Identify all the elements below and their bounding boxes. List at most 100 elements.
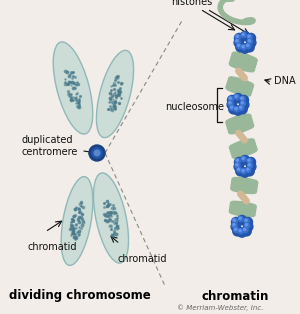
Circle shape bbox=[247, 162, 256, 171]
Circle shape bbox=[241, 156, 246, 162]
Circle shape bbox=[227, 100, 236, 109]
Circle shape bbox=[242, 226, 251, 236]
Text: DNA: DNA bbox=[274, 76, 296, 86]
Text: chromatid: chromatid bbox=[28, 242, 77, 252]
Circle shape bbox=[242, 46, 244, 48]
Circle shape bbox=[248, 164, 250, 166]
Circle shape bbox=[235, 39, 240, 44]
Circle shape bbox=[241, 102, 244, 104]
Circle shape bbox=[231, 222, 240, 231]
Circle shape bbox=[237, 168, 240, 171]
Circle shape bbox=[245, 42, 254, 52]
Circle shape bbox=[233, 106, 243, 115]
Circle shape bbox=[233, 94, 243, 103]
Circle shape bbox=[245, 166, 254, 176]
Circle shape bbox=[236, 159, 239, 161]
Circle shape bbox=[241, 101, 246, 106]
Circle shape bbox=[236, 42, 245, 52]
Circle shape bbox=[239, 106, 244, 111]
Circle shape bbox=[239, 106, 242, 109]
Text: histones: histones bbox=[171, 0, 213, 7]
Circle shape bbox=[234, 227, 239, 233]
Circle shape bbox=[234, 38, 243, 47]
Text: duplicated
centromere: duplicated centromere bbox=[22, 135, 93, 157]
Circle shape bbox=[227, 95, 237, 105]
Circle shape bbox=[234, 95, 239, 100]
Circle shape bbox=[246, 43, 251, 49]
Circle shape bbox=[243, 227, 248, 233]
Circle shape bbox=[234, 107, 239, 112]
Circle shape bbox=[245, 219, 247, 221]
Text: chromatid: chromatid bbox=[118, 254, 167, 264]
Circle shape bbox=[240, 100, 249, 109]
Circle shape bbox=[234, 228, 237, 230]
Circle shape bbox=[230, 106, 235, 111]
Circle shape bbox=[248, 163, 253, 168]
Circle shape bbox=[228, 96, 234, 101]
Circle shape bbox=[237, 228, 247, 237]
Circle shape bbox=[240, 44, 250, 53]
Circle shape bbox=[240, 96, 245, 101]
Circle shape bbox=[246, 157, 256, 167]
Circle shape bbox=[241, 97, 243, 100]
Circle shape bbox=[233, 219, 236, 221]
Circle shape bbox=[236, 35, 239, 37]
Circle shape bbox=[243, 217, 253, 227]
Circle shape bbox=[94, 150, 100, 156]
Circle shape bbox=[240, 168, 250, 177]
Text: chromatin: chromatin bbox=[201, 290, 269, 302]
Circle shape bbox=[236, 166, 245, 176]
Circle shape bbox=[245, 224, 248, 226]
Circle shape bbox=[228, 101, 233, 106]
Circle shape bbox=[232, 223, 237, 228]
Circle shape bbox=[233, 224, 235, 226]
Circle shape bbox=[241, 32, 246, 38]
Circle shape bbox=[244, 223, 250, 228]
Circle shape bbox=[242, 157, 244, 160]
Circle shape bbox=[248, 159, 250, 161]
Circle shape bbox=[248, 39, 253, 44]
Circle shape bbox=[229, 102, 231, 104]
Text: © Merriam-Webster, Inc.: © Merriam-Webster, Inc. bbox=[177, 305, 263, 311]
Circle shape bbox=[244, 218, 249, 224]
Circle shape bbox=[241, 169, 246, 174]
Circle shape bbox=[246, 33, 256, 43]
Circle shape bbox=[232, 218, 238, 224]
Circle shape bbox=[236, 34, 241, 40]
Circle shape bbox=[230, 106, 233, 109]
Circle shape bbox=[237, 44, 240, 46]
Circle shape bbox=[242, 33, 244, 35]
Ellipse shape bbox=[61, 176, 93, 265]
Circle shape bbox=[236, 40, 238, 42]
Circle shape bbox=[247, 38, 256, 47]
Circle shape bbox=[234, 162, 243, 171]
Circle shape bbox=[236, 164, 238, 166]
Text: dividing chromosome: dividing chromosome bbox=[9, 290, 151, 302]
Circle shape bbox=[239, 217, 241, 219]
Circle shape bbox=[238, 105, 247, 114]
Circle shape bbox=[237, 215, 247, 225]
Circle shape bbox=[239, 95, 248, 105]
Ellipse shape bbox=[96, 50, 134, 138]
Circle shape bbox=[240, 155, 250, 165]
Ellipse shape bbox=[53, 42, 93, 134]
Circle shape bbox=[238, 229, 243, 234]
Circle shape bbox=[92, 148, 102, 158]
Circle shape bbox=[244, 222, 253, 231]
Circle shape bbox=[237, 167, 242, 173]
Circle shape bbox=[238, 216, 243, 222]
Circle shape bbox=[247, 34, 252, 40]
Circle shape bbox=[244, 228, 246, 230]
Circle shape bbox=[248, 40, 250, 42]
Text: nucleosome: nucleosome bbox=[165, 102, 224, 112]
Circle shape bbox=[247, 44, 249, 46]
Circle shape bbox=[239, 230, 241, 232]
Circle shape bbox=[240, 31, 250, 41]
Circle shape bbox=[248, 35, 250, 37]
Circle shape bbox=[235, 95, 237, 97]
Circle shape bbox=[89, 145, 105, 161]
Circle shape bbox=[247, 168, 249, 171]
Circle shape bbox=[242, 170, 244, 172]
Circle shape bbox=[236, 158, 241, 164]
Circle shape bbox=[235, 33, 244, 43]
